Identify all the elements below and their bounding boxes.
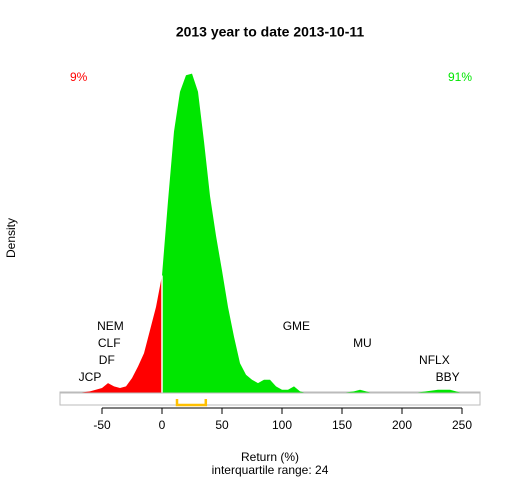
- x-tick-label: 150: [332, 418, 352, 432]
- right-percent: 91%: [448, 70, 472, 84]
- stock-label: CLF: [98, 336, 121, 350]
- stock-label: BBY: [436, 370, 460, 384]
- x-tick-label: 250: [452, 418, 472, 432]
- chart-title: 2013 year to date 2013-10-11: [176, 24, 365, 40]
- stock-label: GME: [283, 319, 310, 333]
- stock-label: DF: [99, 353, 115, 367]
- y-axis-label: Density: [4, 218, 18, 258]
- stock-label: JCP: [79, 370, 102, 384]
- x-tick-label: 50: [215, 418, 229, 432]
- stock-label: MU: [353, 336, 372, 350]
- x-tick-label: 0: [159, 418, 166, 432]
- x-tick-label: 200: [392, 418, 412, 432]
- baseline-box: [59, 391, 481, 406]
- negative-area: [78, 275, 162, 393]
- stock-label: NEM: [97, 319, 124, 333]
- subtitle: interquartile range: 24: [212, 463, 329, 477]
- x-tick-label: -50: [93, 418, 111, 432]
- left-percent: 9%: [70, 70, 88, 84]
- iqr-bracket: [175, 399, 208, 407]
- stock-label: NFLX: [419, 353, 450, 367]
- x-axis-label: Return (%): [241, 450, 299, 464]
- x-tick-label: 100: [272, 418, 292, 432]
- positive-area: [162, 73, 462, 394]
